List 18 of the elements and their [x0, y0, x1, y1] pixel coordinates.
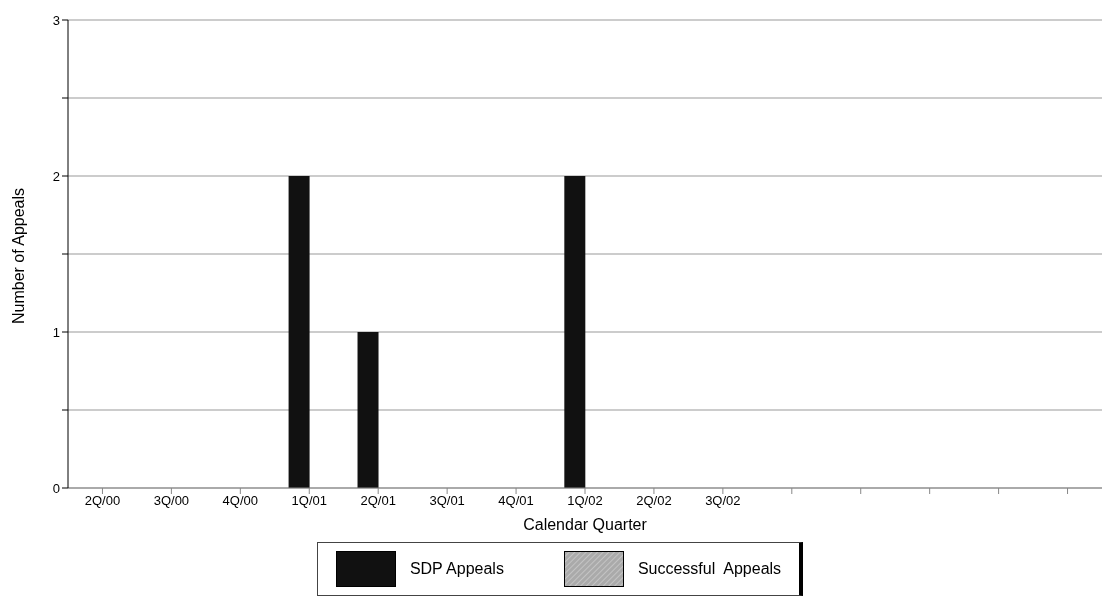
y-tick-label: 1 [52, 324, 60, 340]
x-axis-title: Calendar Quarter [523, 516, 648, 533]
y-tick-label: 0 [52, 480, 60, 496]
x-tick-label: 4Q/01 [498, 493, 534, 509]
x-tick-label: 2Q/00 [84, 493, 121, 509]
x-tick-label: 4Q/00 [222, 493, 259, 509]
x-tick-label: 3Q/02 [705, 493, 741, 509]
legend-label: Successful Appeals [637, 560, 782, 578]
y-tick-label: 3 [52, 12, 60, 28]
legend-label: SDP Appeals [409, 560, 504, 578]
x-tick-label: 3Q/00 [153, 493, 190, 509]
y-tick-label: 2 [52, 168, 60, 184]
x-tick-label: 2Q/02 [636, 493, 672, 509]
x-tick-label: 1Q/02 [567, 493, 603, 509]
x-tick-label: 1Q/01 [291, 493, 327, 509]
y-axis-title: Number of Appeals [9, 187, 27, 324]
x-tick-label: 3Q/01 [429, 493, 465, 509]
x-tick-label: 2Q/01 [360, 493, 396, 509]
